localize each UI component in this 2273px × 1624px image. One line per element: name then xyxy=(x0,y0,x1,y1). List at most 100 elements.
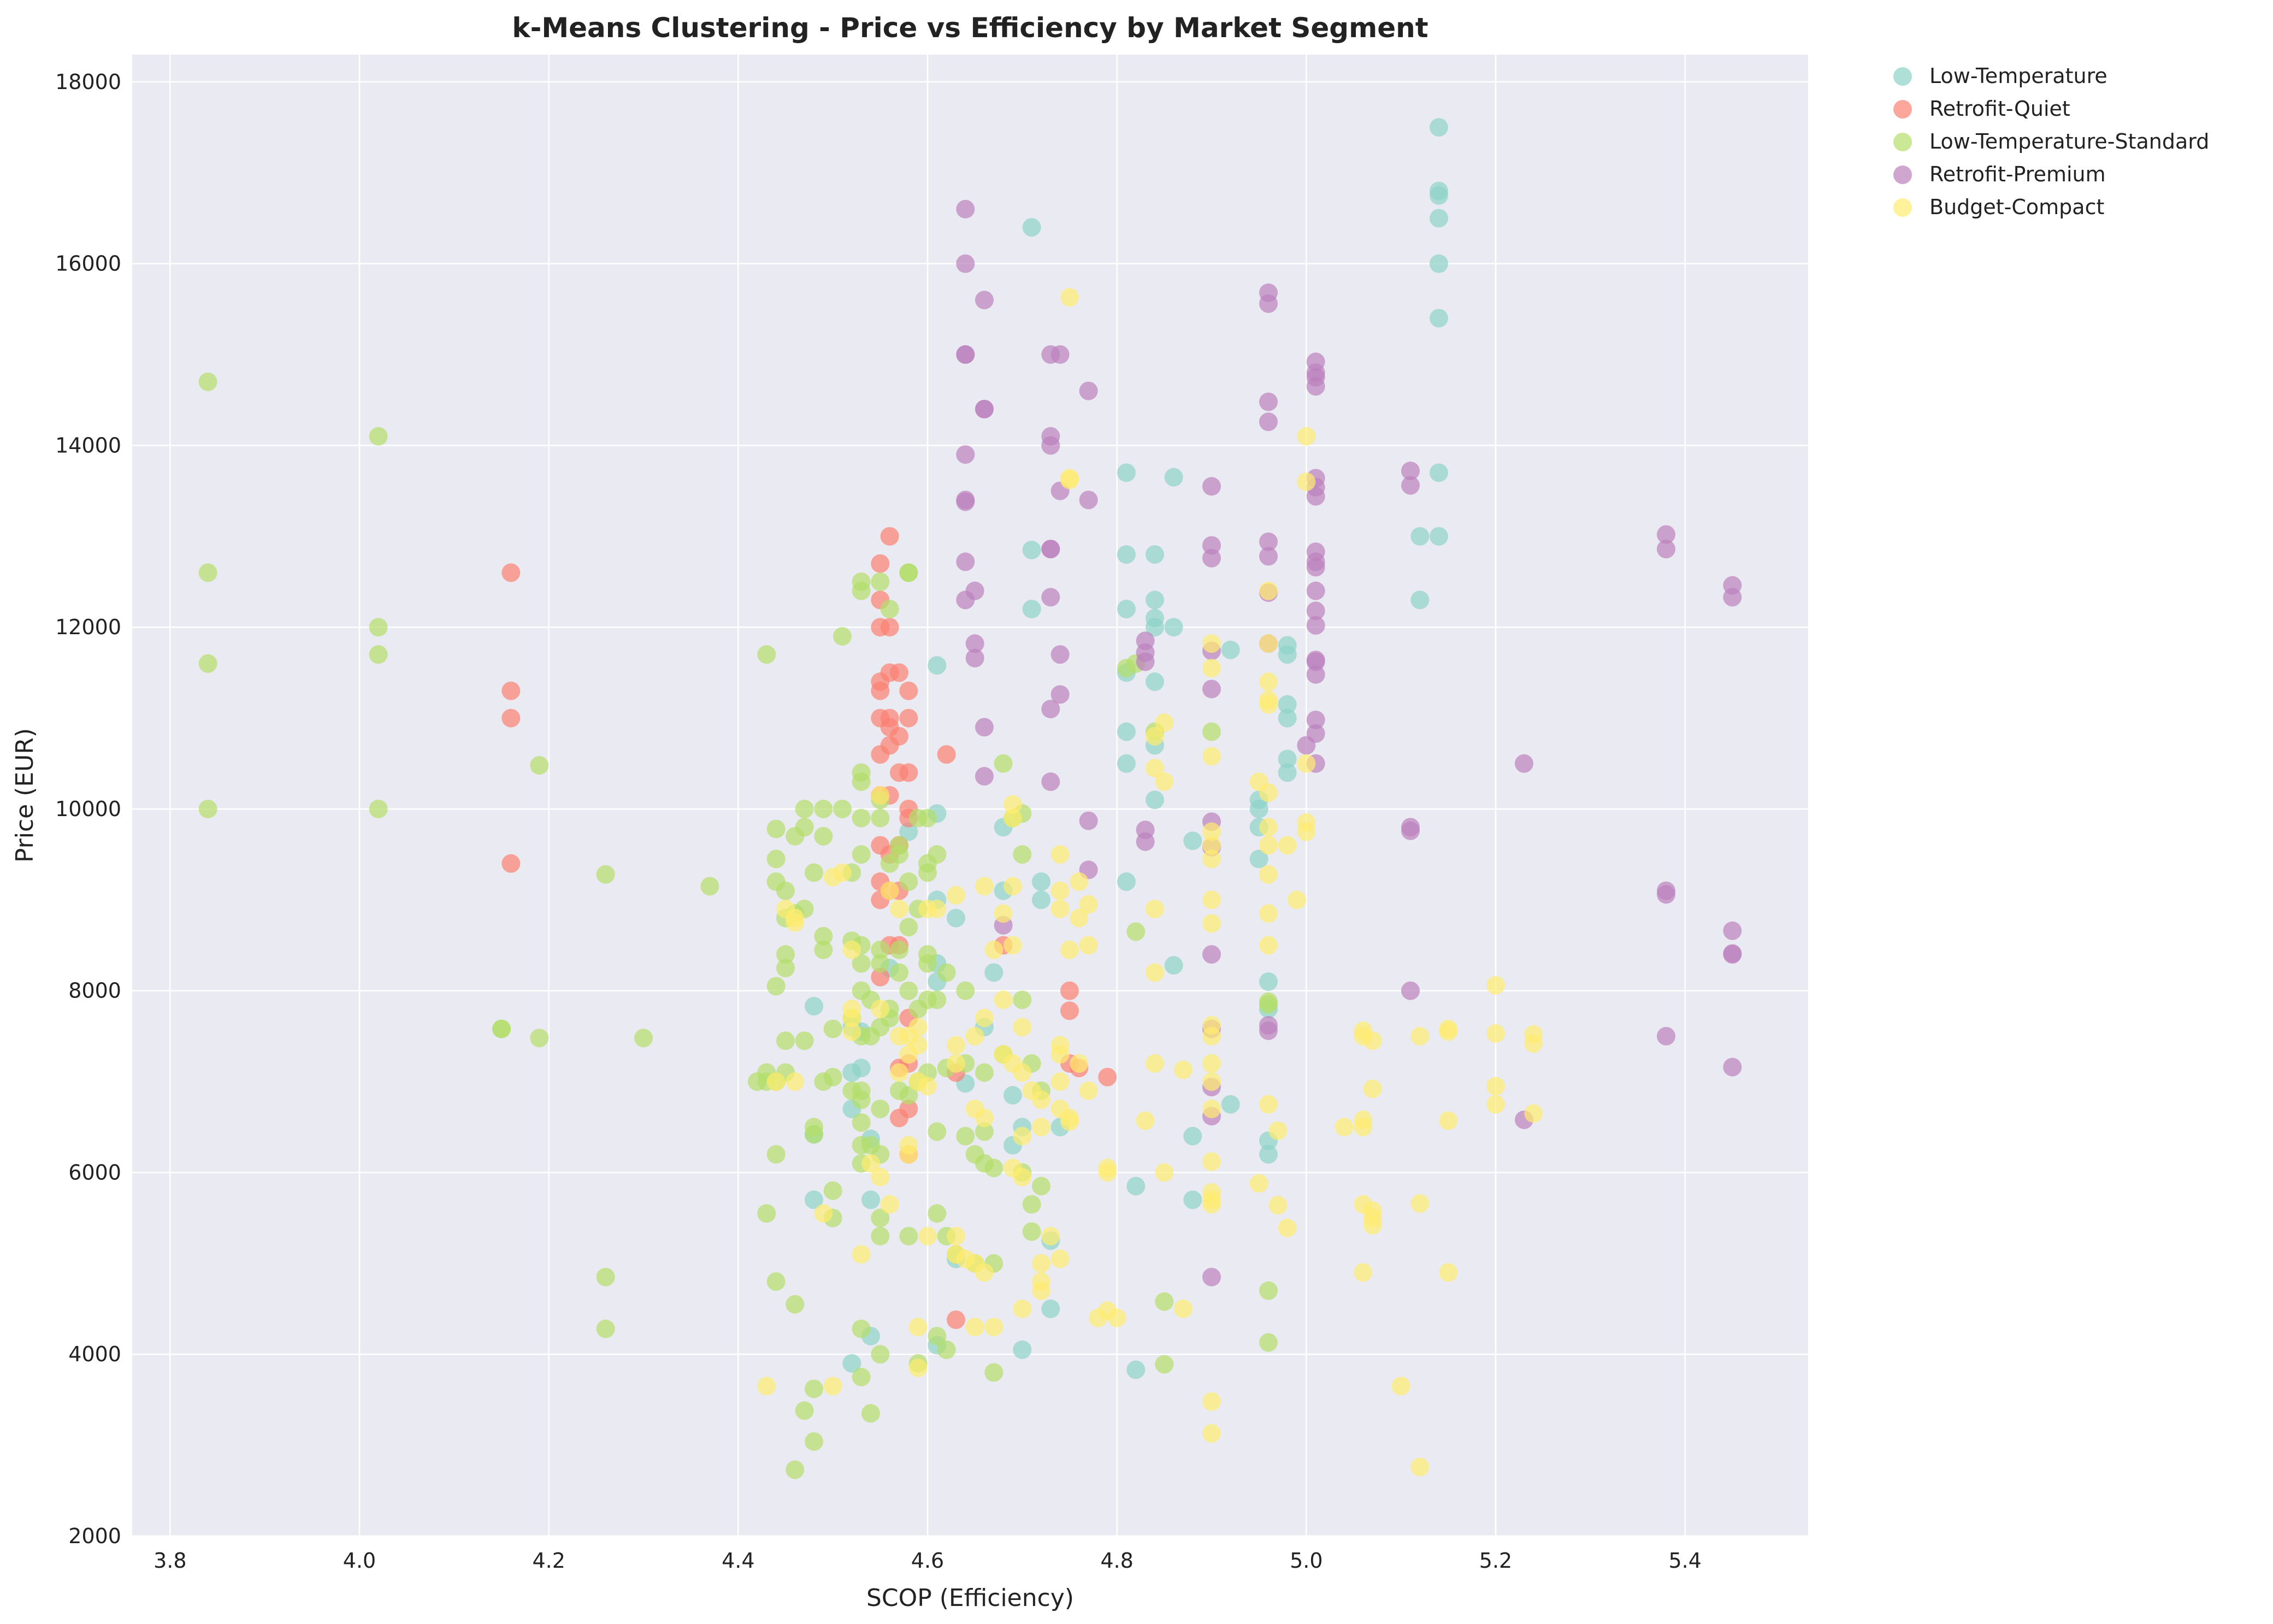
data-point xyxy=(1363,1031,1382,1050)
data-point xyxy=(776,945,795,964)
data-point xyxy=(1098,1067,1117,1086)
series-retrofit-premium xyxy=(956,199,1742,1286)
data-point xyxy=(871,1345,890,1364)
data-point xyxy=(918,899,937,918)
data-point xyxy=(956,254,975,273)
data-point xyxy=(198,563,217,582)
data-point xyxy=(975,291,994,310)
data-point xyxy=(1202,1267,1221,1286)
data-point xyxy=(852,808,871,828)
data-point xyxy=(890,940,908,959)
data-point xyxy=(1259,532,1278,551)
data-point xyxy=(975,399,994,418)
data-point xyxy=(880,527,899,546)
data-point xyxy=(947,1310,965,1330)
data-point xyxy=(1657,885,1675,904)
data-point xyxy=(1259,1333,1278,1352)
data-point xyxy=(1136,652,1155,671)
data-point xyxy=(947,1226,965,1245)
data-point xyxy=(899,1100,918,1119)
y-tick-label: 2000 xyxy=(68,1524,121,1548)
x-tick-label: 4.6 xyxy=(911,1549,944,1573)
data-point xyxy=(890,663,908,682)
data-point xyxy=(1146,545,1164,564)
data-point xyxy=(852,1319,871,1338)
x-tick-label: 4.8 xyxy=(1100,1549,1133,1573)
data-point xyxy=(492,1019,511,1038)
data-point xyxy=(1117,659,1136,678)
data-point xyxy=(501,854,521,873)
data-point xyxy=(947,1245,965,1264)
data-point xyxy=(369,618,388,637)
data-point xyxy=(1306,652,1325,671)
data-point xyxy=(1202,836,1221,855)
data-point xyxy=(1164,618,1183,637)
x-tick-label: 3.8 xyxy=(153,1549,186,1573)
data-point xyxy=(1013,1340,1032,1359)
data-point xyxy=(1410,1457,1430,1477)
data-point xyxy=(871,808,890,828)
data-point xyxy=(1146,759,1164,778)
data-point xyxy=(766,872,786,891)
data-point xyxy=(786,1460,805,1479)
data-point xyxy=(1259,634,1278,653)
data-point xyxy=(852,1367,871,1386)
data-point xyxy=(1268,1121,1288,1140)
data-point xyxy=(1070,872,1089,891)
data-point xyxy=(1202,1424,1221,1443)
data-point xyxy=(1060,981,1079,1000)
data-point xyxy=(1050,881,1070,900)
data-point xyxy=(1060,1112,1079,1131)
data-point xyxy=(1259,1281,1278,1300)
data-point xyxy=(1306,710,1325,729)
data-point xyxy=(1486,1077,1505,1096)
data-point xyxy=(1003,795,1022,814)
data-point xyxy=(871,786,890,805)
data-point xyxy=(956,1126,975,1145)
data-point xyxy=(1079,1081,1098,1100)
data-point xyxy=(1013,1018,1032,1037)
data-point xyxy=(1306,665,1325,684)
data-point xyxy=(994,904,1013,923)
data-point xyxy=(1430,209,1448,228)
data-point xyxy=(861,1154,880,1173)
data-point xyxy=(908,999,928,1018)
data-point xyxy=(1259,412,1278,432)
data-point xyxy=(1146,899,1164,918)
data-point xyxy=(1032,872,1050,891)
legend: Low-Temperature Retrofit-Quiet Low-Tempera… xyxy=(1893,64,2209,219)
data-point xyxy=(984,1318,1003,1337)
data-point xyxy=(1041,1226,1060,1245)
data-point xyxy=(1079,936,1098,955)
data-point xyxy=(596,1267,615,1286)
data-point xyxy=(1155,772,1174,792)
data-point xyxy=(852,845,871,864)
data-point xyxy=(198,799,217,818)
data-point xyxy=(1202,747,1221,766)
data-point xyxy=(786,913,805,932)
data-point xyxy=(823,1019,842,1038)
data-point xyxy=(984,1363,1003,1382)
data-point xyxy=(842,1008,861,1027)
data-point xyxy=(975,767,994,786)
legend-marker xyxy=(1893,198,1912,217)
data-point xyxy=(975,1063,994,1082)
legend-item: Low-Temperature-Standard xyxy=(1893,129,2209,153)
data-point xyxy=(871,745,890,764)
y-tick-label: 12000 xyxy=(55,615,121,639)
data-point xyxy=(814,826,833,846)
data-point xyxy=(1041,540,1060,559)
data-point xyxy=(776,1031,795,1050)
data-point xyxy=(1259,1095,1278,1114)
data-point xyxy=(1032,1177,1050,1196)
legend-label: Retrofit-Quiet xyxy=(1929,97,2070,121)
data-point xyxy=(795,818,814,837)
data-point xyxy=(947,1054,965,1073)
data-point xyxy=(1259,904,1278,923)
data-point xyxy=(1202,890,1221,910)
data-point xyxy=(805,1190,823,1209)
data-point xyxy=(1297,472,1316,491)
x-tick-label: 5.2 xyxy=(1479,1549,1512,1573)
data-point xyxy=(1174,1060,1192,1079)
data-point xyxy=(1363,1215,1382,1235)
